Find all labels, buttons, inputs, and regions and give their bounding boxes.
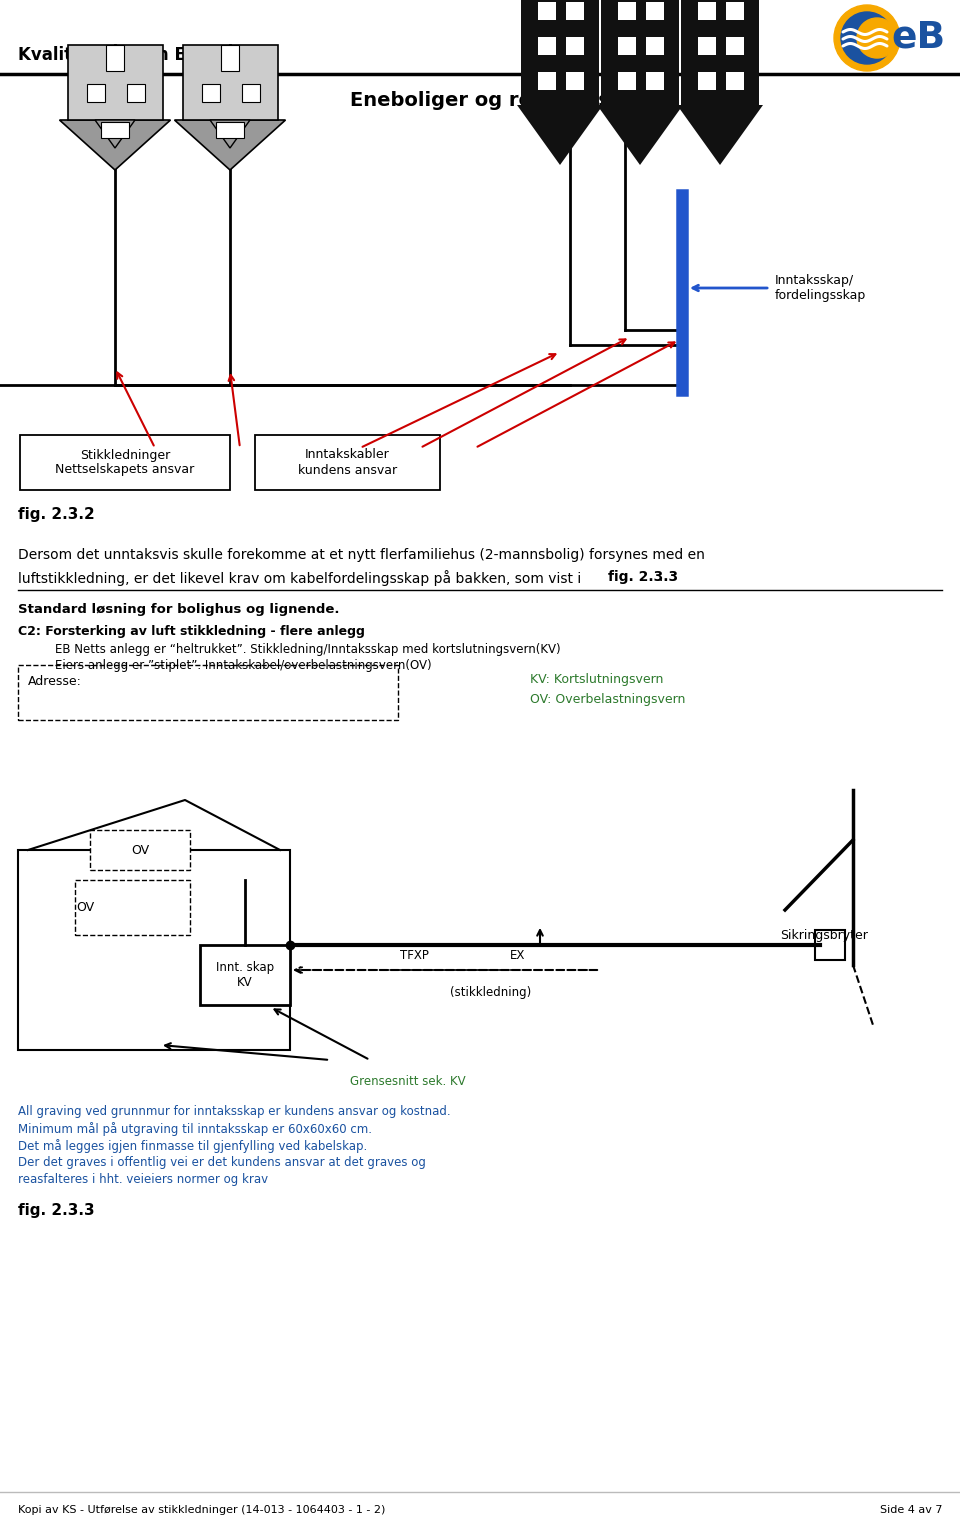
Bar [18,850,290,1050]
Text: KV: Kortslutningsvern: KV: Kortslutningsvern [530,673,663,687]
Bar [18,665,398,720]
Polygon shape [210,121,250,148]
Bar [698,2,716,20]
Bar [566,72,584,90]
Text: OV: OV [76,900,94,914]
Bar [521,0,599,105]
Bar [601,0,679,105]
Text: Kopi av KS - Utførelse av stikkledninger (14-013 - 1064403 - 1 - 2): Kopi av KS - Utførelse av stikkledninger… [18,1505,385,1515]
Bar [200,945,290,1006]
Bar [101,122,129,137]
Bar [202,84,220,102]
Bar [698,37,716,55]
Bar [90,830,190,870]
Text: All graving ved grunnmur for inntaksskap er kundens ansvar og kostnad.: All graving ved grunnmur for inntaksskap… [18,1105,450,1119]
Text: luftstikkledning, er det likevel krav om kabelfordelingsskap på bakken, som vist: luftstikkledning, er det likevel krav om… [18,571,586,586]
Polygon shape [175,121,285,169]
Circle shape [834,5,900,72]
Text: Eneboliger og rekkehus: Eneboliger og rekkehus [350,90,610,110]
Text: .: . [658,571,662,584]
Bar [75,881,190,935]
Circle shape [857,18,897,58]
Bar [538,2,556,20]
Bar [681,0,759,105]
Bar [566,37,584,55]
Text: Side 4 av 7: Side 4 av 7 [879,1505,942,1515]
Bar [726,37,744,55]
Text: EB Netts anlegg er “heltrukket”. Stikkledning/Inntaksskap med kortslutningsvern(: EB Netts anlegg er “heltrukket”. Stikkle… [55,644,561,656]
Text: Der det graves i offentlig vei er det kundens ansvar at det graves og: Der det graves i offentlig vei er det ku… [18,1157,426,1169]
Text: fig. 2.3.3: fig. 2.3.3 [608,571,678,584]
Polygon shape [60,121,171,169]
Text: reasfalteres i hht. veieiers normer og krav: reasfalteres i hht. veieiers normer og k… [18,1173,268,1186]
Polygon shape [95,121,135,148]
Bar [646,2,664,20]
Bar [182,44,277,121]
Text: Standard løsning for bolighus og lignende.: Standard løsning for bolighus og lignend… [18,603,340,617]
Bar [618,37,636,55]
Text: Kvalitetssystem EB Nett AS: Kvalitetssystem EB Nett AS [18,46,276,64]
Text: Innt. skap
KV: Innt. skap KV [216,961,274,989]
Bar [242,84,260,102]
Text: eB: eB [891,20,946,56]
Polygon shape [597,105,683,165]
Text: TFXP: TFXP [400,949,429,961]
Polygon shape [517,105,603,165]
Text: Sikringsbryter: Sikringsbryter [780,928,868,942]
Bar [255,435,440,490]
Bar [726,2,744,20]
Circle shape [841,12,893,64]
Text: EX: EX [510,949,525,961]
Bar [20,435,230,490]
Bar [566,2,584,20]
Bar [646,37,664,55]
Bar [726,72,744,90]
Text: fig. 2.3.2: fig. 2.3.2 [18,508,95,522]
Bar [815,929,845,960]
Bar [106,44,124,72]
Bar [538,37,556,55]
Text: Stikkledninger
Nettselskapets ansvar: Stikkledninger Nettselskapets ansvar [56,449,195,476]
Bar [221,44,239,72]
Text: Eiers anlegg er ”stiplet”. Inntakskabel/overbelastningsvern(OV): Eiers anlegg er ”stiplet”. Inntakskabel/… [55,659,432,673]
Text: Det må legges igjen finmasse til gjenfylling ved kabelskap.: Det må legges igjen finmasse til gjenfyl… [18,1138,368,1154]
Text: Inntakskabler
kundens ansvar: Inntakskabler kundens ansvar [298,449,397,476]
Text: Grensesnitt sek. KV: Grensesnitt sek. KV [350,1074,466,1088]
Bar [87,84,105,102]
Text: Dersom det unntaksvis skulle forekomme at et nytt flerfamiliehus (2-mannsbolig) : Dersom det unntaksvis skulle forekomme a… [18,548,705,562]
Bar [618,2,636,20]
Bar [216,122,244,137]
Text: fig. 2.3.3: fig. 2.3.3 [18,1202,95,1218]
Text: C2: Forsterking av luft stikkledning - flere anlegg: C2: Forsterking av luft stikkledning - f… [18,626,365,638]
Text: OV: Overbelastningsvern: OV: Overbelastningsvern [530,693,685,707]
Text: Adresse:: Adresse: [28,674,82,688]
Bar [67,44,162,121]
Text: OV: OV [131,844,149,856]
Text: Minimum mål på utgraving til inntaksskap er 60x60x60 cm.: Minimum mål på utgraving til inntaksskap… [18,1122,372,1135]
Text: Inntaksskap/
fordelingsskap: Inntaksskap/ fordelingsskap [775,275,866,302]
Bar [538,72,556,90]
Bar [698,72,716,90]
Bar [646,72,664,90]
Polygon shape [677,105,763,165]
Text: (stikkledning): (stikkledning) [450,986,531,1000]
Bar [618,72,636,90]
Bar [127,84,145,102]
